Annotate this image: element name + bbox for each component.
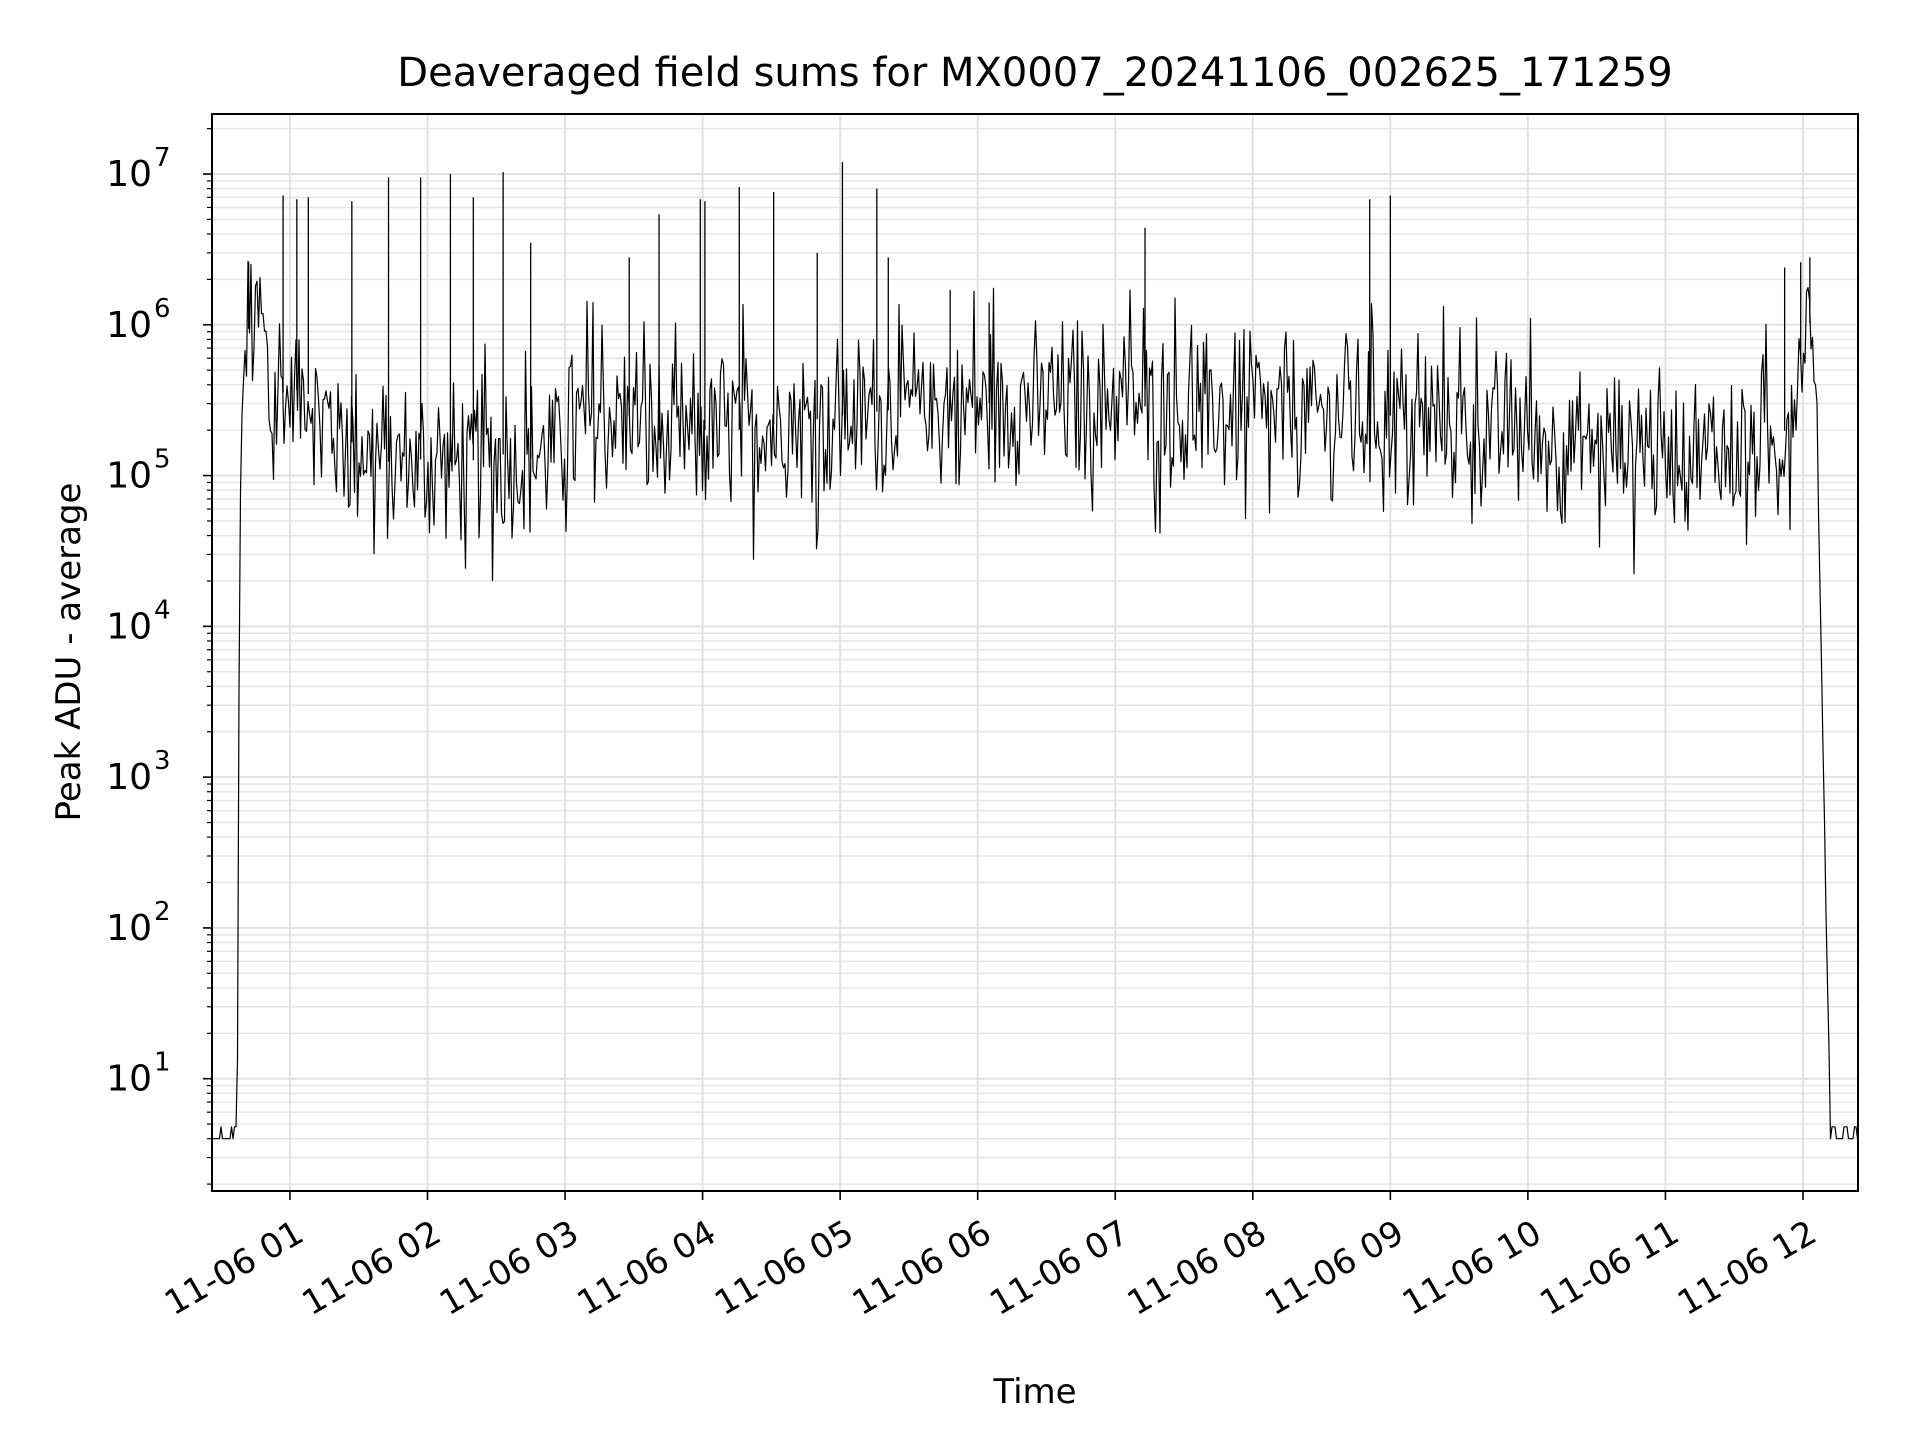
y-axis-label: Peak ADU - average: [49, 483, 89, 822]
y-tick-label: 10: [106, 456, 152, 497]
y-tick-label: 10: [106, 757, 152, 798]
plot-frame: [211, 113, 1859, 1192]
y-tick-exponent: 2: [154, 897, 171, 927]
y-tick-exponent: 1: [154, 1048, 171, 1078]
y-tick-exponent: 7: [154, 143, 171, 173]
grid-lines: [212, 114, 1858, 1191]
y-tick-label: 10: [106, 908, 152, 949]
chart-title: Deaveraged field sums for MX0007_2024110…: [397, 50, 1672, 96]
y-tick-exponent: 6: [154, 294, 171, 324]
y-tick-exponent: 5: [154, 445, 171, 475]
y-tick-label: 10: [106, 606, 152, 647]
x-axis-label: Time: [992, 1372, 1076, 1412]
y-tick-label: 10: [106, 305, 152, 346]
y-tick-label: 10: [106, 154, 152, 195]
series-spikes: [248, 162, 1811, 462]
y-tick-exponent: 3: [154, 746, 171, 776]
series-line: [212, 260, 1859, 1140]
y-tick-label: 10: [106, 1059, 152, 1100]
y-tick-exponent: 4: [154, 595, 171, 625]
